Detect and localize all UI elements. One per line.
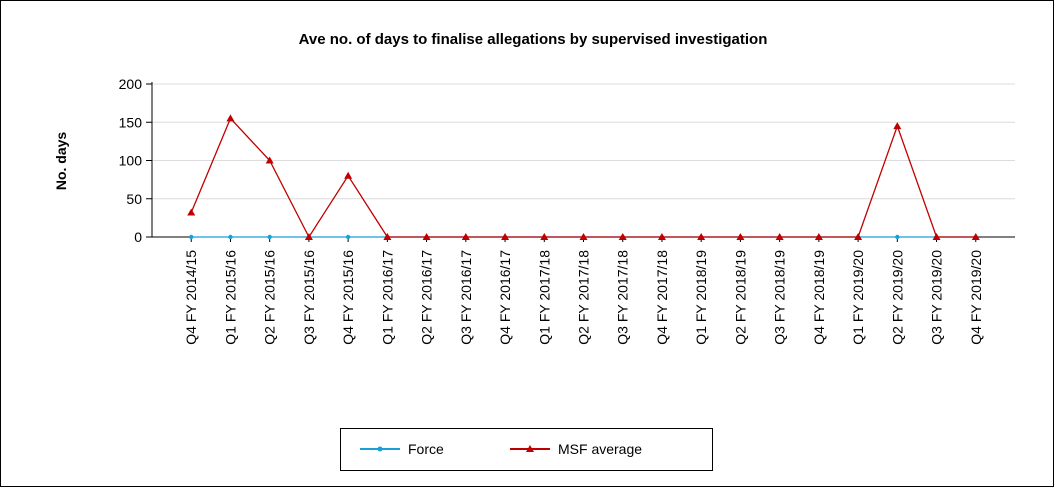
x-tick-label: Q1 FY 2016/17 <box>379 250 395 345</box>
x-tick-label: Q3 FY 2018/19 <box>772 250 788 345</box>
marker <box>461 233 470 240</box>
y-tick-label: 150 <box>119 114 143 130</box>
marker <box>226 114 235 122</box>
x-tick-label: Q2 FY 2018/19 <box>732 250 748 345</box>
legend-label: Force <box>408 441 444 457</box>
x-tick-label: Q2 FY 2016/17 <box>419 250 435 345</box>
x-tick-label: Q4 FY 2014/15 <box>183 250 199 345</box>
marker <box>736 233 745 240</box>
chart-title: Ave no. of days to finalise allegations … <box>299 31 768 48</box>
marker <box>697 233 706 240</box>
x-tick-label: Q3 FY 2019/20 <box>929 250 945 345</box>
x-tick-label: Q1 FY 2015/16 <box>222 250 238 345</box>
x-tick-label: Q3 FY 2017/18 <box>615 250 631 345</box>
x-tick-label: Q2 FY 2015/16 <box>262 250 278 345</box>
x-tick-label: Q4 FY 2017/18 <box>654 250 670 345</box>
x-tick-label: Q4 FY 2018/19 <box>811 250 827 345</box>
marker <box>895 234 900 240</box>
marker <box>345 234 351 240</box>
y-tick-label: 200 <box>119 76 143 92</box>
marker <box>267 234 272 240</box>
x-tick-label: Q4 FY 2016/17 <box>497 250 513 345</box>
y-tick-label: 50 <box>126 191 142 207</box>
marker <box>540 233 549 240</box>
marker <box>854 233 863 240</box>
x-tick-label: Q2 FY 2019/20 <box>889 250 905 345</box>
marker <box>932 233 941 240</box>
marker <box>775 233 784 240</box>
legend-label: MSF average <box>558 441 642 457</box>
marker <box>814 233 823 240</box>
x-tick-label: Q4 FY 2015/16 <box>340 250 356 345</box>
marker <box>501 233 510 240</box>
marker <box>893 122 902 130</box>
x-tick-label: Q2 FY 2017/18 <box>576 250 592 345</box>
marker <box>579 233 588 240</box>
marker <box>422 233 431 240</box>
marker <box>657 233 666 240</box>
marker <box>971 233 980 240</box>
y-axis-label: No. days <box>53 132 69 191</box>
x-tick-label: Q1 FY 2019/20 <box>850 250 866 345</box>
marker <box>618 233 627 240</box>
x-tick-label: Q1 FY 2017/18 <box>536 250 552 345</box>
x-tick-label: Q3 FY 2015/16 <box>301 250 317 345</box>
x-tick-label: Q3 FY 2016/17 <box>458 250 474 345</box>
y-tick-label: 0 <box>134 229 142 245</box>
legend-marker <box>377 446 383 452</box>
legend-marker <box>526 445 534 452</box>
marker <box>344 171 353 179</box>
x-tick-label: Q1 FY 2018/19 <box>693 250 709 345</box>
marker <box>187 208 196 216</box>
marker <box>383 233 392 240</box>
marker <box>304 233 313 240</box>
marker <box>189 234 194 240</box>
marker <box>228 234 233 240</box>
x-tick-label: Q4 FY 2019/20 <box>968 250 984 345</box>
marker <box>265 156 274 164</box>
y-tick-label: 100 <box>119 153 143 169</box>
